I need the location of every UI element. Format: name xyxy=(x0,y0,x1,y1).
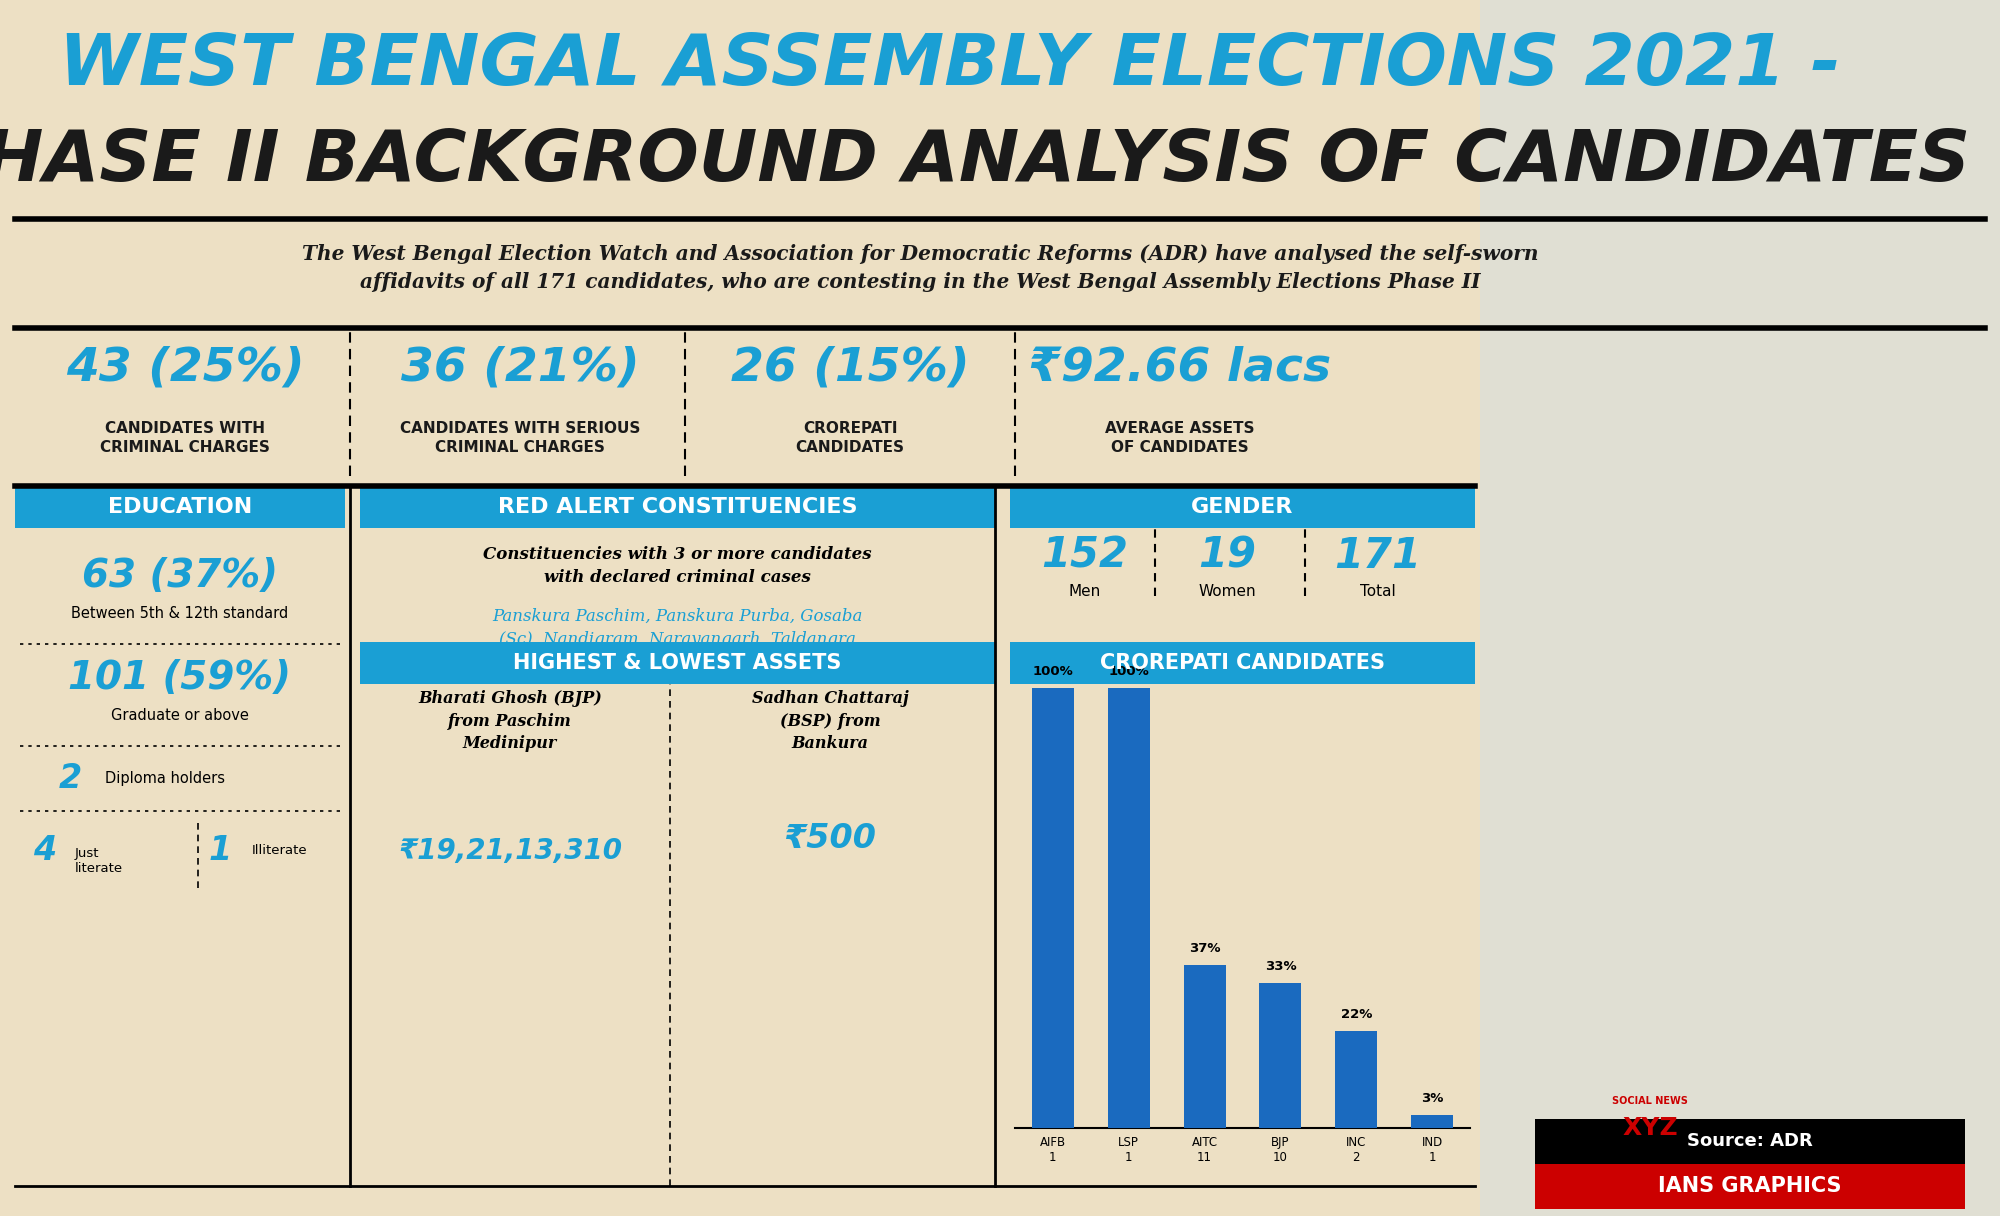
Text: Constituencies with 3 or more candidates
with declared criminal cases: Constituencies with 3 or more candidates… xyxy=(484,546,872,586)
Text: 63 (37%): 63 (37%) xyxy=(82,557,278,595)
Bar xyxy=(1010,486,1476,528)
Bar xyxy=(16,486,346,528)
Text: 19: 19 xyxy=(1198,535,1256,578)
Text: Graduate or above: Graduate or above xyxy=(112,709,248,724)
Text: PHASE II BACKGROUND ANALYSIS OF CANDIDATES: PHASE II BACKGROUND ANALYSIS OF CANDIDAT… xyxy=(0,126,1970,196)
Text: SOCIAL NEWS: SOCIAL NEWS xyxy=(1612,1096,1688,1107)
Text: 22%: 22% xyxy=(1340,1008,1372,1021)
Text: IND
1: IND 1 xyxy=(1422,1136,1442,1164)
Text: Between 5th & 12th standard: Between 5th & 12th standard xyxy=(72,607,288,621)
Text: CROREPATI
CANDIDATES: CROREPATI CANDIDATES xyxy=(796,421,904,456)
Bar xyxy=(360,486,996,528)
Text: Diploma holders: Diploma holders xyxy=(104,771,224,786)
Text: RED ALERT CONSTITUENCIES: RED ALERT CONSTITUENCIES xyxy=(498,497,858,517)
Bar xyxy=(1412,1115,1454,1128)
Text: WEST BENGAL ASSEMBLY ELECTIONS 2021 -: WEST BENGAL ASSEMBLY ELECTIONS 2021 - xyxy=(60,32,1840,101)
Bar xyxy=(1536,1164,1964,1209)
Text: Panskura Paschim, Panskura Purba, Gosaba
(Sc), Nandigram, Narayangarh, Taldangra: Panskura Paschim, Panskura Purba, Gosaba… xyxy=(492,608,862,648)
Text: BJP
10: BJP 10 xyxy=(1272,1136,1290,1164)
Text: 152: 152 xyxy=(1042,535,1128,578)
Text: IANS GRAPHICS: IANS GRAPHICS xyxy=(1658,1177,1842,1197)
Text: Just
literate: Just literate xyxy=(76,846,124,876)
Text: 101 (59%): 101 (59%) xyxy=(68,659,292,697)
Text: ₹92.66 lacs: ₹92.66 lacs xyxy=(1028,345,1332,390)
Bar xyxy=(1108,688,1150,1128)
Text: 100%: 100% xyxy=(1032,665,1074,679)
Text: 33%: 33% xyxy=(1264,959,1296,973)
Text: CANDIDATES WITH
CRIMINAL CHARGES: CANDIDATES WITH CRIMINAL CHARGES xyxy=(100,421,270,456)
Text: ₹19,21,13,310: ₹19,21,13,310 xyxy=(398,837,622,865)
Bar xyxy=(1336,1031,1378,1128)
Text: 3%: 3% xyxy=(1420,1092,1444,1105)
Text: 171: 171 xyxy=(1334,535,1422,578)
Text: Source: ADR: Source: ADR xyxy=(1688,1132,1812,1150)
Text: 36 (21%): 36 (21%) xyxy=(400,345,640,390)
Text: 37%: 37% xyxy=(1188,942,1220,956)
Text: XYZ: XYZ xyxy=(1622,1116,1678,1141)
Text: Bharati Ghosh (BJP)
from Paschim
Medinipur: Bharati Ghosh (BJP) from Paschim Medinip… xyxy=(418,691,602,751)
Text: AVERAGE ASSETS
OF CANDIDATES: AVERAGE ASSETS OF CANDIDATES xyxy=(1106,421,1254,456)
Bar xyxy=(1032,688,1074,1128)
Text: LSP
1: LSP 1 xyxy=(1118,1136,1140,1164)
Text: AITC
11: AITC 11 xyxy=(1192,1136,1218,1164)
Text: Sadhan Chattaraj
(BSP) from
Bankura: Sadhan Chattaraj (BSP) from Bankura xyxy=(752,691,908,751)
Text: Total: Total xyxy=(1360,584,1396,598)
Bar xyxy=(1260,983,1302,1128)
Text: ₹500: ₹500 xyxy=(784,822,876,855)
Text: EDUCATION: EDUCATION xyxy=(108,497,252,517)
Text: HIGHEST & LOWEST ASSETS: HIGHEST & LOWEST ASSETS xyxy=(514,653,842,672)
Bar xyxy=(360,642,996,683)
Text: The West Bengal Election Watch and Association for Democratic Reforms (ADR) have: The West Bengal Election Watch and Assoc… xyxy=(302,244,1538,292)
Bar xyxy=(1480,0,2000,1216)
Text: Men: Men xyxy=(1068,584,1102,598)
Text: CROREPATI CANDIDATES: CROREPATI CANDIDATES xyxy=(1100,653,1384,672)
Bar xyxy=(1010,642,1476,683)
Text: Women: Women xyxy=(1198,584,1256,598)
Text: Illiterate: Illiterate xyxy=(252,844,308,857)
Text: CANDIDATES WITH SERIOUS
CRIMINAL CHARGES: CANDIDATES WITH SERIOUS CRIMINAL CHARGES xyxy=(400,421,640,456)
Text: 26 (15%): 26 (15%) xyxy=(730,345,970,390)
Bar xyxy=(1536,1119,1964,1164)
Text: INC
2: INC 2 xyxy=(1346,1136,1366,1164)
Text: 100%: 100% xyxy=(1108,665,1150,679)
Bar xyxy=(1184,966,1226,1128)
Text: 1: 1 xyxy=(208,834,232,867)
Text: 43 (25%): 43 (25%) xyxy=(66,345,304,390)
Text: 4: 4 xyxy=(34,834,56,867)
Text: GENDER: GENDER xyxy=(1192,497,1294,517)
Text: 2: 2 xyxy=(58,761,82,794)
Text: AIFB
1: AIFB 1 xyxy=(1040,1136,1066,1164)
